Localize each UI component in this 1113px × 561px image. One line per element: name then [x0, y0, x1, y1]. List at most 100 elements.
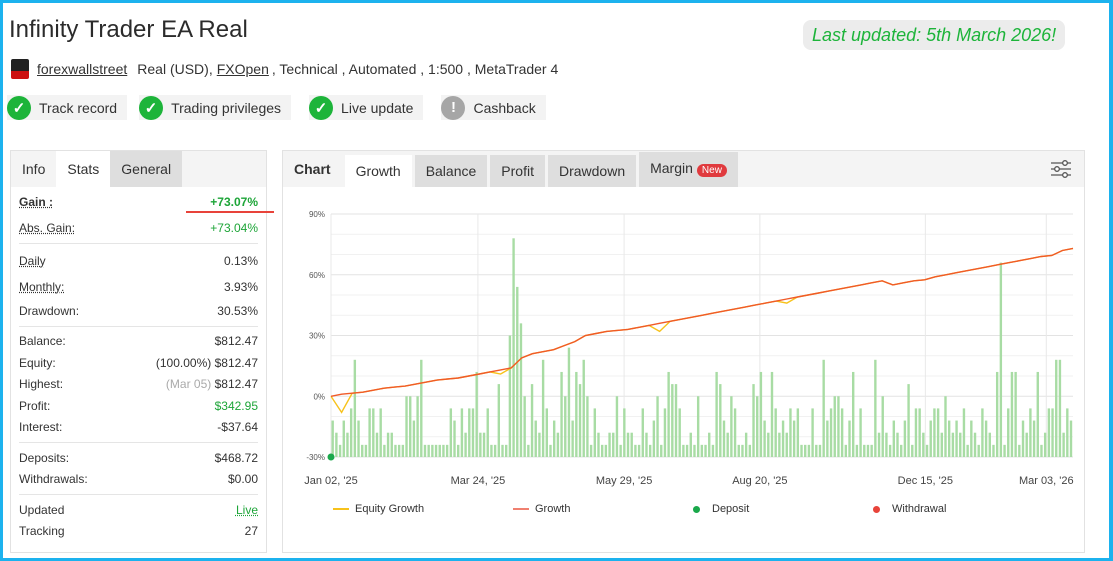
bar: [947, 420, 951, 457]
bar: [538, 432, 541, 457]
owner-link[interactable]: forexwallstreet: [37, 61, 128, 77]
bar: [726, 432, 729, 457]
bar: [512, 238, 515, 457]
bar: [818, 444, 822, 457]
interest-value: -$37.64: [217, 420, 258, 435]
badge-cashback[interactable]: ! Cashback: [441, 95, 546, 120]
legend-label: Deposit: [712, 503, 750, 515]
x-tick-label: Jan 02, '25: [304, 475, 357, 487]
bar: [756, 396, 759, 457]
tab-general[interactable]: General: [110, 151, 183, 187]
abs-gain-label[interactable]: Abs. Gain:: [19, 221, 76, 236]
bar: [357, 420, 360, 457]
account-meta: forexwallstreet Real (USD), FXOpen , Tec…: [11, 59, 558, 79]
badge-live-update[interactable]: ✓ Live update: [309, 95, 424, 120]
page-title: Infinity Trader EA Real: [9, 16, 248, 43]
growth-chart: Jan 02, '25 Mar 24, '25 May 29, '25 Aug 20,…: [304, 210, 1073, 487]
highest-label: Highest:: [19, 377, 64, 392]
badge-track-record[interactable]: ✓ Track record: [7, 95, 128, 120]
bar: [874, 359, 877, 457]
gain-label[interactable]: Gain :: [19, 194, 54, 209]
bar: [375, 432, 379, 457]
bar: [431, 444, 434, 457]
broker-link[interactable]: FXOpen: [216, 61, 269, 77]
bar: [918, 408, 921, 457]
bar: [331, 420, 334, 457]
bar: [571, 420, 574, 457]
bar: [519, 323, 523, 457]
bar: [1025, 432, 1028, 457]
legend-growth[interactable]: Growth: [513, 503, 693, 515]
bar: [626, 432, 630, 457]
updated-value[interactable]: Live: [235, 502, 258, 517]
chart-settings-icon[interactable]: [1050, 159, 1072, 179]
check-icon: ✓: [309, 95, 334, 120]
bar: [881, 396, 884, 457]
drawdown-value: 30.53%: [217, 303, 258, 318]
badge-label: Track record: [39, 99, 118, 116]
tab-drawdown[interactable]: Drawdown: [547, 155, 637, 187]
bar: [984, 420, 988, 457]
bar: [586, 396, 589, 457]
bar: [364, 444, 368, 457]
bar: [741, 444, 744, 457]
deposits-label: Deposits:: [19, 450, 70, 465]
bar: [423, 444, 427, 457]
abs-gain-value: +73.04%: [210, 221, 258, 236]
legend-equity-growth[interactable]: Equity Growth: [333, 503, 513, 515]
bar: [951, 432, 955, 457]
bar: [999, 262, 1003, 457]
bar: [715, 371, 718, 457]
bar: [361, 444, 364, 457]
bar: [372, 408, 375, 457]
bar: [907, 384, 910, 457]
tracking-value: 27: [244, 524, 258, 539]
tab-profit[interactable]: Profit: [490, 155, 545, 187]
bar: [394, 444, 397, 457]
legend-deposit[interactable]: Deposit: [693, 503, 873, 515]
bar: [837, 396, 840, 457]
bar: [427, 444, 430, 457]
legend-withdrawal[interactable]: Withdrawal: [873, 503, 1053, 515]
bar: [368, 408, 371, 457]
tab-growth[interactable]: Growth: [344, 155, 412, 187]
tab-margin[interactable]: Margin New: [639, 152, 738, 187]
daily-label[interactable]: Daily: [19, 254, 46, 268]
monthly-label[interactable]: Monthly:: [19, 280, 65, 294]
bar: [885, 432, 888, 457]
interest-label: Interest:: [19, 420, 63, 435]
bar: [711, 444, 715, 457]
divider: [19, 442, 258, 443]
badge-trading-privileges[interactable]: ✓ Trading privileges: [139, 95, 292, 120]
bar: [936, 408, 940, 457]
tab-info[interactable]: Info: [22, 161, 46, 177]
bar: [796, 408, 800, 457]
bar: [442, 444, 445, 457]
dot-swatch-icon: [873, 505, 880, 513]
x-tick-label: Mar 24, '25: [451, 475, 506, 487]
tab-stats[interactable]: Stats: [56, 151, 111, 187]
x-tick-label: Dec 15, '25: [898, 475, 953, 487]
bar: [811, 408, 814, 457]
bar: [379, 408, 382, 457]
bar: [475, 371, 478, 457]
bar: [981, 408, 984, 457]
bar: [914, 408, 918, 457]
bar: [556, 432, 560, 457]
bar: [911, 444, 914, 457]
bar: [1021, 420, 1025, 457]
bar: [641, 408, 644, 457]
bar: [505, 444, 508, 457]
bar: [575, 371, 578, 457]
bar: [955, 420, 958, 457]
gain-value: +73.07%: [210, 194, 258, 209]
bar: [409, 396, 412, 457]
bar: [685, 444, 689, 457]
tab-balance[interactable]: Balance: [414, 155, 488, 187]
divider: [19, 325, 258, 327]
bar: [630, 432, 633, 457]
bar: [888, 444, 892, 457]
bar: [660, 444, 663, 457]
bar: [1055, 359, 1058, 457]
bar: [722, 420, 726, 457]
